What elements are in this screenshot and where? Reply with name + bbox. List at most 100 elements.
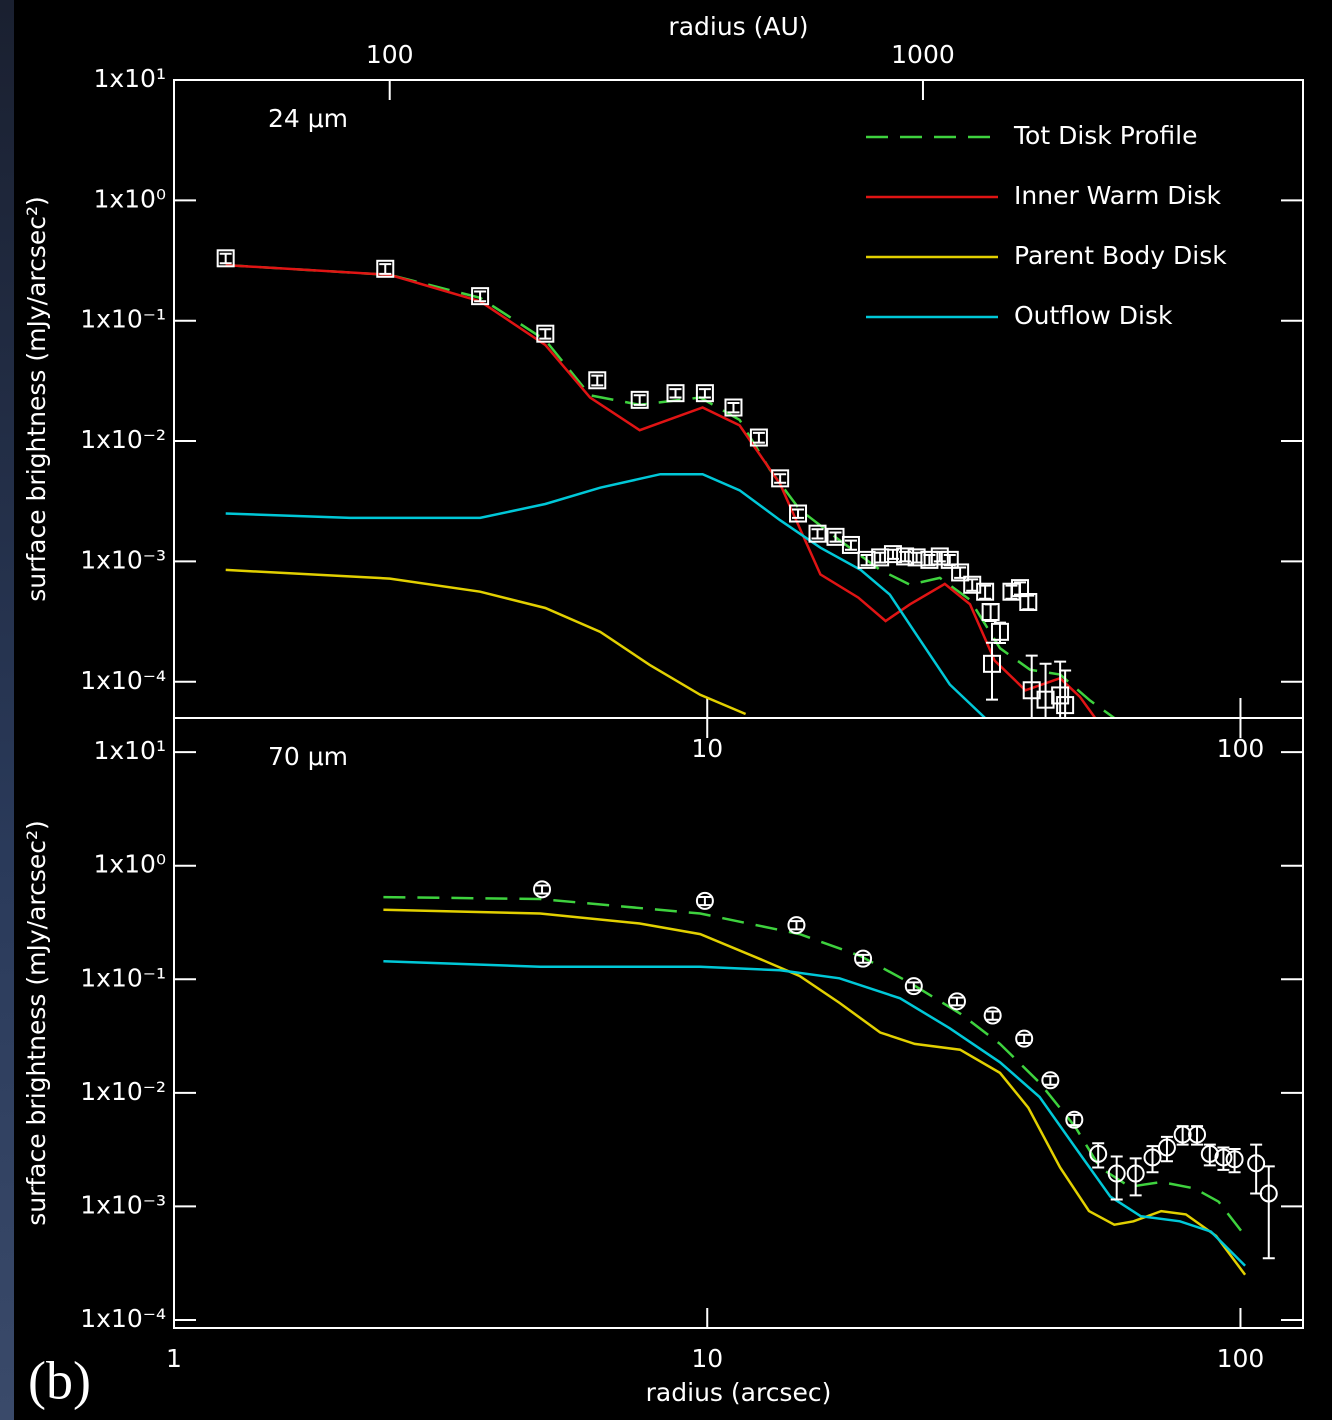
series-line <box>383 960 1246 1267</box>
y-tick-label: 1x10⁰ <box>93 850 166 879</box>
data-point <box>789 504 808 523</box>
data-point <box>724 398 743 417</box>
error-bar <box>857 953 870 964</box>
data-point <box>216 249 235 268</box>
series-line <box>225 263 1116 718</box>
error-bar <box>811 528 824 540</box>
error-bar <box>933 550 946 563</box>
panel-label: (b) <box>28 1350 91 1410</box>
error-bar <box>591 374 604 387</box>
data-point <box>1041 1071 1060 1090</box>
error-bar <box>986 1010 999 1021</box>
data-point <box>947 992 966 1011</box>
error-bar <box>727 402 740 414</box>
y-tick-label: 1x10¹ <box>93 64 166 93</box>
error-bar <box>1160 1135 1173 1163</box>
data-point <box>1188 1125 1207 1144</box>
error-bar <box>698 388 711 399</box>
data-point <box>1051 686 1070 705</box>
data-point <box>883 545 902 564</box>
legend-label: Inner Warm Disk <box>1014 181 1221 210</box>
data-point <box>983 1006 1002 1025</box>
series-line <box>225 472 986 718</box>
x-tick-label: 10 <box>691 734 723 763</box>
data-point <box>1247 1154 1266 1173</box>
data-point <box>1065 1110 1084 1129</box>
x-tick-label: 10 <box>691 1344 723 1373</box>
data-point <box>1036 690 1055 709</box>
error-bar <box>790 920 803 931</box>
data-point <box>930 547 949 566</box>
error-bar <box>792 508 805 519</box>
data-point <box>749 428 768 447</box>
data-point <box>771 469 790 488</box>
y-tick-label: 1x10⁻³ <box>80 545 166 574</box>
series-line <box>383 895 1247 1237</box>
error-bar <box>984 603 997 622</box>
data-point <box>1015 1029 1034 1048</box>
data-point <box>533 880 552 899</box>
x2-tick-label: 100 <box>366 40 414 69</box>
error-bar <box>219 252 232 265</box>
legend-label: Tot Disk Profile <box>1013 121 1197 150</box>
error-bar <box>1059 669 1072 718</box>
data-point <box>1225 1150 1244 1169</box>
error-bar <box>536 884 549 895</box>
error-bar <box>1262 1165 1275 1260</box>
error-bar <box>752 431 765 444</box>
data-point <box>695 384 714 403</box>
x-axis-label: radius (arcsec) <box>646 1378 832 1407</box>
data-point <box>981 602 1000 621</box>
data-point <box>920 550 939 569</box>
data-point <box>666 384 685 403</box>
data-point <box>1157 1138 1176 1157</box>
data-point <box>841 535 860 554</box>
data-point <box>871 548 890 567</box>
series-line <box>383 908 1247 1276</box>
error-bar <box>844 539 857 551</box>
x-tick-label: 100 <box>1217 734 1265 763</box>
error-bar <box>1039 662 1052 718</box>
data-point <box>940 550 959 569</box>
error-bar <box>1228 1148 1241 1174</box>
y-axis-label: surface brightness (mJy/arcsec²) <box>22 196 51 602</box>
data-point <box>1200 1144 1219 1163</box>
data-point <box>787 916 806 935</box>
error-bar <box>1018 1033 1031 1044</box>
error-bar <box>1044 1075 1057 1086</box>
error-bar <box>1110 1155 1123 1201</box>
data-point <box>896 547 915 566</box>
y-tick-label: 1x10¹ <box>93 736 166 765</box>
annotation: 24 μm <box>268 104 348 133</box>
data-point <box>990 622 1009 641</box>
error-bar <box>774 473 787 484</box>
error-bar <box>1025 654 1038 718</box>
data-point <box>630 390 649 409</box>
y-axis-label: surface brightness (mJy/arcsec²) <box>22 820 51 1226</box>
y-tick-label: 1x10⁻¹ <box>80 305 166 334</box>
data-point <box>695 891 714 910</box>
data-point <box>951 563 970 582</box>
x-tick-label: 1 <box>166 1344 182 1373</box>
y-tick-label: 1x10⁻³ <box>80 1190 166 1219</box>
error-bar <box>829 531 842 543</box>
x2-tick-label: 1000 <box>891 40 955 69</box>
data-point <box>907 548 926 567</box>
error-bar <box>1092 1142 1105 1169</box>
data-point <box>1056 696 1075 715</box>
data-point <box>1259 1184 1278 1203</box>
error-bar <box>860 554 873 567</box>
annotation: 70 μm <box>268 742 348 771</box>
data-point <box>376 259 395 278</box>
data-point <box>1089 1144 1108 1163</box>
plot-area <box>383 880 1278 1276</box>
background-strip <box>0 0 14 1420</box>
data-point <box>1143 1148 1162 1167</box>
plot-frame <box>173 717 1304 1329</box>
y-tick-label: 1x10⁻⁴ <box>80 1304 166 1333</box>
data-point <box>1173 1125 1192 1144</box>
data-point <box>471 287 490 306</box>
series-line <box>225 568 747 716</box>
legend-label: Outflow Disk <box>1014 301 1173 330</box>
data-point <box>857 550 876 569</box>
